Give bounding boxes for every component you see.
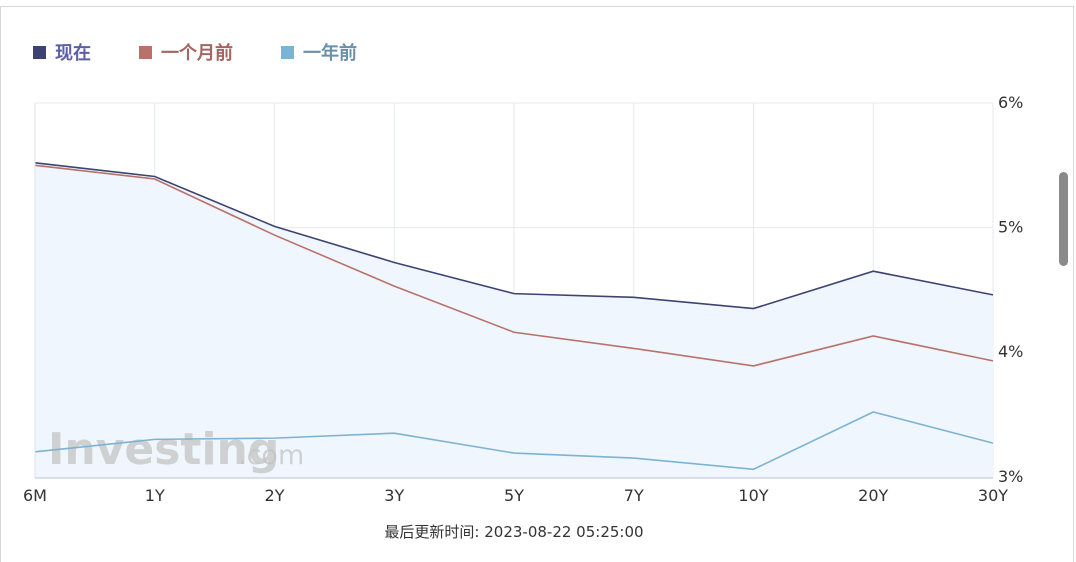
- y-tick-label-3: 3%: [998, 467, 1023, 486]
- x-tick-label-7: 20Y: [858, 486, 888, 505]
- y-tick-label-0: 6%: [998, 93, 1023, 112]
- legend-item-year-ago[interactable]: 一年前: [281, 39, 357, 65]
- area-fill-now: [35, 162, 993, 478]
- x-tick-label-4: 5Y: [504, 486, 524, 505]
- legend-item-now[interactable]: 现在: [33, 39, 91, 65]
- legend-label-now: 现在: [55, 43, 91, 64]
- x-tick-label-2: 2Y: [265, 486, 285, 505]
- last-updated-label: 最后更新时间: 2023-08-22 05:25:00: [384, 523, 643, 541]
- legend-item-month-ago[interactable]: 一个月前: [139, 39, 233, 65]
- y-tick-label-1: 5%: [998, 218, 1023, 237]
- legend-label-month-ago: 一个月前: [161, 43, 233, 64]
- x-tick-label-5: 7Y: [624, 486, 644, 505]
- legend-label-year-ago: 一年前: [303, 43, 357, 64]
- chart-legend: 现在 一个月前 一年前: [33, 40, 405, 64]
- series-line-2: [34, 411, 994, 471]
- series-layer: [34, 162, 994, 471]
- x-tick-label-0: 6M: [23, 486, 47, 505]
- watermark-suffix: .com: [238, 440, 304, 471]
- scrollbar-thumb[interactable]: [1059, 172, 1068, 266]
- x-tick-label-1: 1Y: [145, 486, 165, 505]
- x-tick-label-6: 10Y: [738, 486, 768, 505]
- series-line-0: [34, 162, 994, 310]
- watermark-brand: Investing: [48, 424, 279, 475]
- y-tick-label-2: 4%: [998, 342, 1023, 361]
- legend-swatch-now: [33, 45, 46, 59]
- x-tick-label-3: 3Y: [384, 486, 404, 505]
- axes: 6% 5% 4% 3% 6M 1Y 2Y 3Y 5Y 7Y 10Y 20Y 30Y: [23, 93, 1023, 505]
- x-tick-label-8: 30Y: [978, 486, 1008, 505]
- area-fill-layer: [35, 162, 993, 478]
- series-line-1: [34, 164, 994, 367]
- legend-swatch-month-ago: [139, 45, 152, 59]
- legend-swatch-year-ago: [281, 45, 294, 59]
- investing-watermark: Investing .com: [48, 424, 304, 475]
